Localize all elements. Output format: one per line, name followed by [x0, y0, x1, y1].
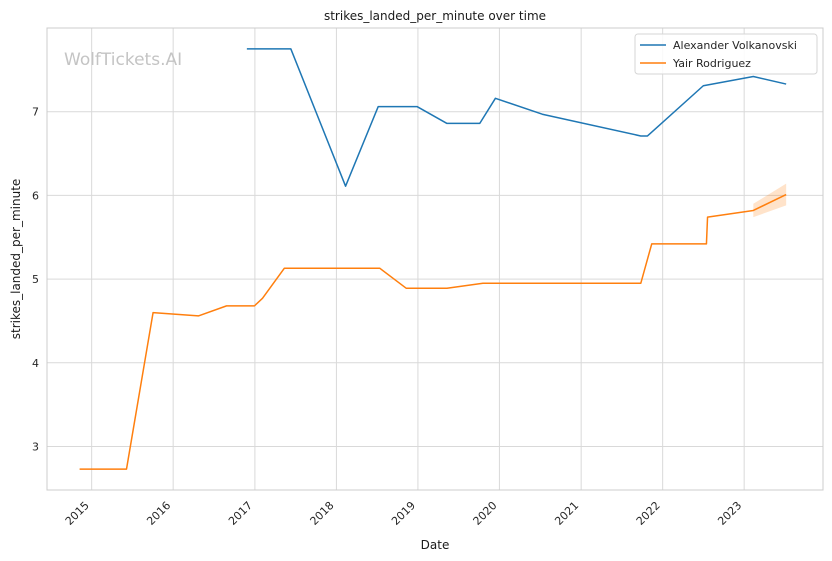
- confidence-band-1: [753, 183, 787, 218]
- chart-title: strikes_landed_per_minute over time: [324, 9, 546, 23]
- series-lines: [79, 48, 787, 470]
- y-tick-label: 3: [32, 440, 39, 453]
- series-line-0: [246, 48, 787, 187]
- x-tick-label: 2015: [63, 499, 92, 528]
- y-axis-title: strikes_landed_per_minute: [9, 179, 23, 340]
- plot-frame: [46, 27, 824, 491]
- x-tick-label: 2016: [144, 499, 173, 528]
- legend: Alexander Volkanovski Yair Rodriguez: [634, 33, 818, 75]
- y-tick-label: 5: [32, 273, 39, 286]
- y-tick-label: 4: [32, 357, 39, 370]
- confidence-bands: [753, 183, 787, 218]
- y-tick-label: 7: [32, 106, 39, 119]
- x-tick-label: 2021: [552, 499, 581, 528]
- watermark-text: WolfTickets.AI: [64, 50, 182, 70]
- grid: [47, 28, 823, 490]
- legend-box: [634, 33, 818, 75]
- legend-label-rodriguez: Yair Rodriguez: [672, 57, 751, 70]
- x-tick-label: 2020: [471, 499, 500, 528]
- x-axis-title: Date: [421, 538, 450, 552]
- series-line-1: [79, 193, 787, 470]
- x-tick-label: 2022: [634, 499, 663, 528]
- y-axis-ticks: 3 4 5 6 7: [32, 106, 39, 454]
- x-axis-ticks: 2015 2016 2017 2018 2019 2020 2021 2022 2023: [63, 499, 745, 528]
- legend-label-volkanovski: Alexander Volkanovski: [673, 39, 797, 52]
- x-tick-label: 2018: [308, 499, 337, 528]
- x-tick-label: 2023: [715, 499, 744, 528]
- y-tick-label: 6: [32, 189, 39, 202]
- x-tick-label: 2017: [226, 499, 255, 528]
- x-tick-label: 2019: [389, 499, 418, 528]
